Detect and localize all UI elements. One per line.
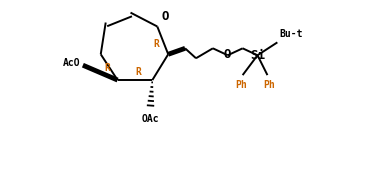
Text: Si: Si (250, 49, 265, 62)
Text: Bu-t: Bu-t (279, 29, 303, 39)
Text: R: R (153, 39, 159, 49)
Text: AcO: AcO (63, 58, 81, 68)
Text: O: O (224, 48, 231, 61)
Text: R: R (105, 63, 111, 73)
Text: Ph: Ph (235, 80, 246, 90)
Text: O: O (161, 9, 169, 23)
Text: R: R (136, 67, 142, 77)
Text: OAc: OAc (142, 114, 159, 124)
Text: Ph: Ph (264, 80, 275, 90)
